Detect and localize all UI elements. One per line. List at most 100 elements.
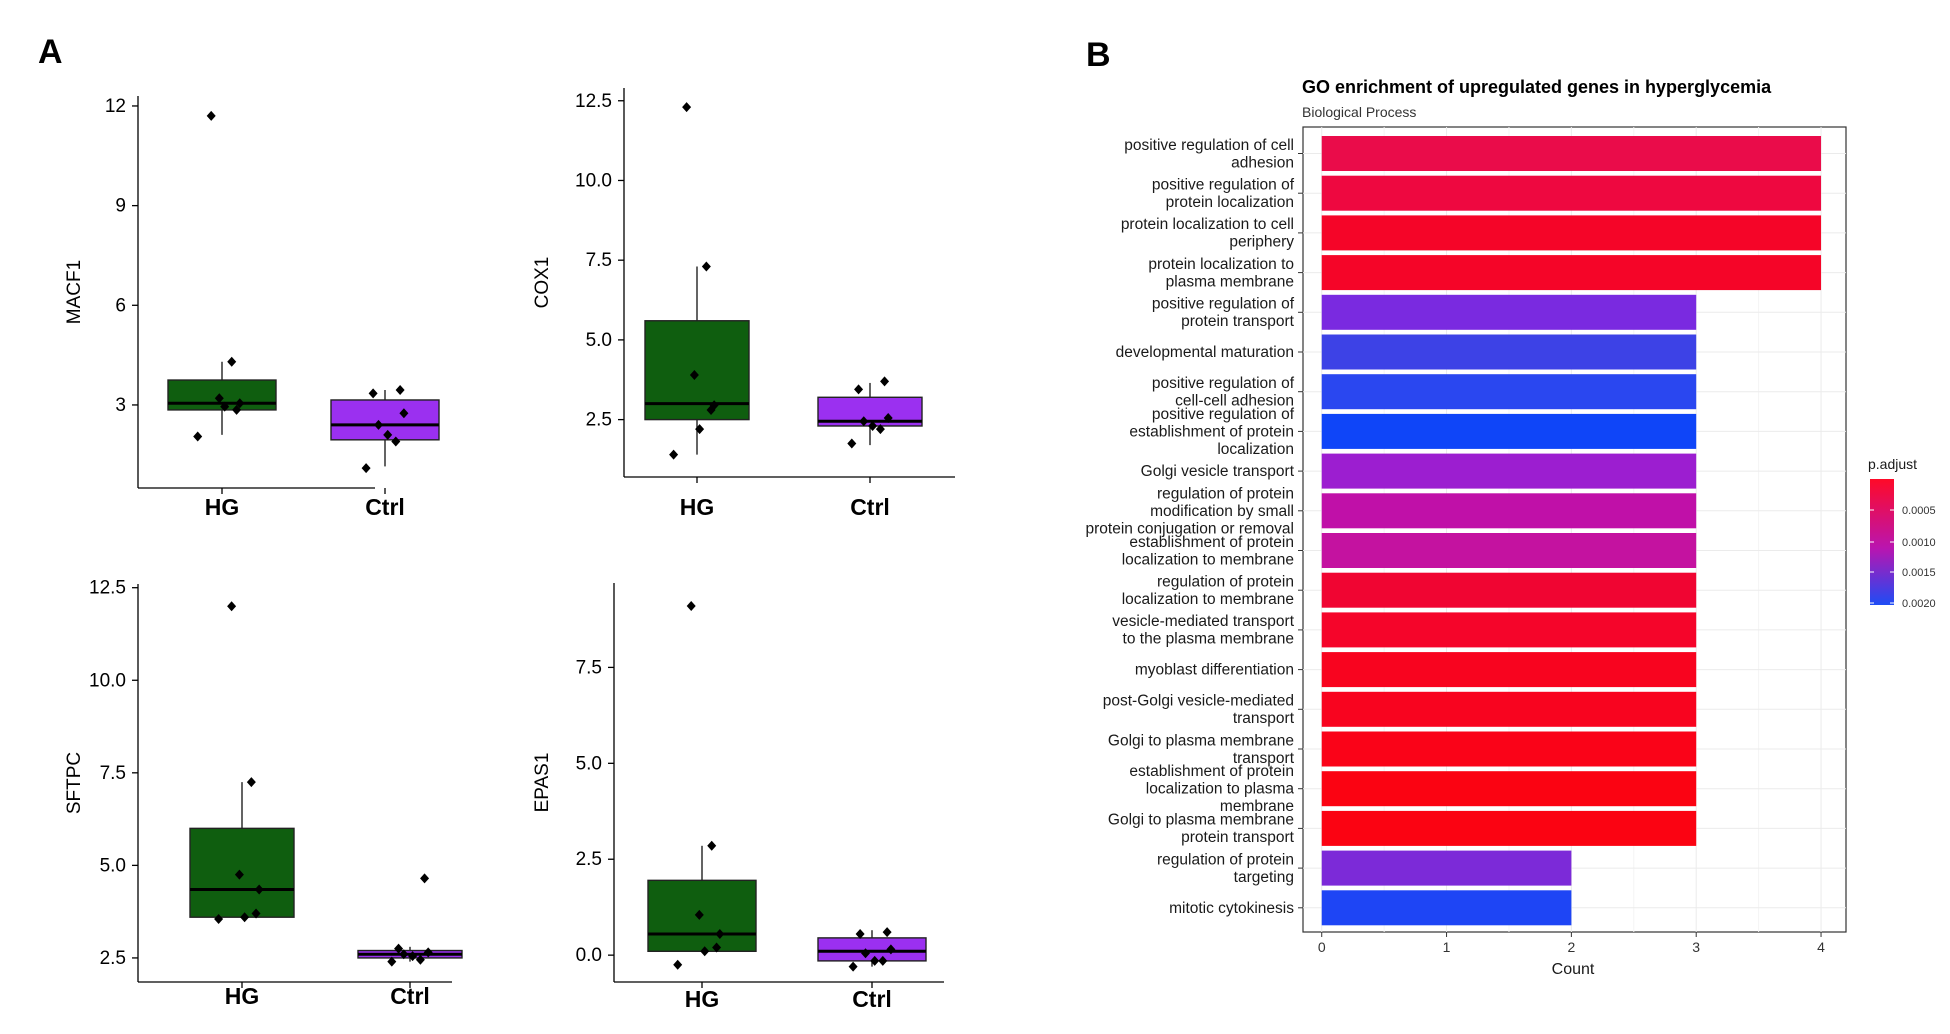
go-category-label: localization to plasma — [1146, 781, 1295, 798]
cox1-point-hg — [701, 261, 711, 272]
epas1-y-axis-title: EPAS1 — [532, 753, 553, 813]
cox1-y-tick-label: 12.5 — [575, 91, 612, 112]
macf1-y-tick-label: 3 — [115, 395, 126, 416]
go-bar — [1321, 850, 1572, 886]
go-x-tick-label: 1 — [1443, 939, 1451, 955]
go-category-label: positive regulation of — [1152, 406, 1295, 423]
go-category-label: localization to membrane — [1122, 551, 1294, 568]
go-category-label: protein transport — [1181, 829, 1295, 846]
go-category-label: modification by small — [1150, 503, 1294, 520]
cox1-y-tick-label: 10.0 — [575, 170, 612, 191]
go-bar — [1321, 175, 1822, 211]
go-bar — [1321, 374, 1697, 410]
go-category-label: protein localization — [1166, 194, 1294, 211]
sftpc-y-axis-title: SFTPC — [64, 752, 85, 814]
go-bar — [1321, 136, 1822, 171]
go-category-label: vesicle-mediated transport — [1112, 613, 1294, 630]
go-x-tick-label: 4 — [1817, 939, 1825, 955]
sftpc-y-tick-label: 12.5 — [89, 578, 126, 599]
go-bar — [1321, 731, 1697, 767]
sftpc-point-ctrl — [394, 943, 404, 954]
epas1-point-hg — [707, 840, 717, 851]
sftpc-point-hg — [234, 869, 244, 880]
macf1-category-hg: HG — [205, 494, 240, 520]
go-bar — [1321, 334, 1697, 370]
panel-label-a: A — [38, 33, 63, 71]
go-category-label: establishment of protein — [1129, 534, 1294, 551]
boxplot-epas1: 0.0 2.5 5.0 7.5 EPAS1 HG Ctrl — [532, 583, 944, 1012]
cox1-point-ctrl — [880, 376, 890, 387]
macf1-y-tick-label: 9 — [115, 196, 126, 217]
cox1-point-hg — [682, 102, 692, 113]
cox1-point-hg — [695, 424, 705, 435]
legend-tick-label: 0.0015 — [1902, 567, 1936, 579]
cox1-point-hg — [689, 369, 699, 380]
go-bar — [1321, 572, 1697, 608]
macf1-point-hg — [232, 404, 242, 415]
go-category-label: positive regulation of — [1152, 176, 1295, 193]
epas1-box-ctrl — [817, 937, 927, 962]
sftpc-y-tick-label: 7.5 — [100, 763, 126, 784]
epas1-point-hg — [712, 942, 722, 953]
go-bar — [1321, 890, 1572, 926]
macf1-point-ctrl — [361, 463, 371, 474]
macf1-point-hg — [214, 393, 224, 404]
go-category-label: positive regulation of cell — [1124, 137, 1294, 154]
go-category-label: transport — [1233, 710, 1295, 727]
go-category-label: to the plasma membrane — [1123, 631, 1294, 648]
go-x-tick-label: 0 — [1318, 939, 1326, 955]
boxplot-sftpc: 2.5 5.0 7.5 10.0 12.5 SFTPC HG Ctrl — [64, 578, 463, 1009]
sftpc-category-ctrl: Ctrl — [390, 983, 430, 1009]
go-category-label: membrane — [1220, 798, 1294, 815]
sftpc-y-tick-label: 5.0 — [100, 855, 126, 876]
go-category-label: establishment of protein — [1129, 423, 1294, 440]
epas1-category-hg: HG — [685, 986, 720, 1012]
legend-tick-label: 0.0010 — [1902, 537, 1936, 549]
epas1-y-tick-label: 0.0 — [576, 945, 602, 966]
cox1-point-ctrl — [883, 413, 893, 424]
cox1-point-ctrl — [875, 424, 885, 435]
epas1-point-hg — [715, 929, 725, 940]
sftpc-y-tick-label: 10.0 — [89, 670, 126, 691]
go-category-label: periphery — [1229, 234, 1294, 251]
macf1-point-ctrl — [374, 419, 384, 430]
go-category-label: localization to membrane — [1122, 591, 1294, 608]
sftpc-point-ctrl — [408, 951, 418, 962]
macf1-point-hg — [227, 356, 237, 367]
go-category-label: establishment of protein — [1129, 763, 1294, 780]
go-bar — [1321, 652, 1697, 688]
cox1-category-hg: HG — [680, 494, 715, 520]
go-category-label: localization — [1217, 441, 1294, 458]
epas1-point-ctrl — [855, 929, 865, 940]
epas1-point-ctrl — [882, 927, 892, 938]
sftpc-point-hg — [254, 884, 264, 895]
cox1-point-ctrl — [847, 438, 857, 449]
go-category-label: mitotic cytokinesis — [1169, 900, 1294, 917]
go-bar — [1321, 215, 1822, 251]
sftpc-point-hg — [214, 914, 224, 925]
epas1-point-ctrl — [848, 961, 858, 972]
go-category-label: regulation of protein — [1157, 573, 1294, 590]
go-category-label: Golgi vesicle transport — [1141, 463, 1295, 480]
go-bar — [1321, 533, 1697, 568]
sftpc-y-tick-label: 2.5 — [100, 948, 126, 969]
legend-tick-label: 0.0020 — [1902, 598, 1936, 610]
go-category-label: transport — [1233, 750, 1295, 767]
macf1-point-ctrl — [399, 408, 409, 419]
go-category-label: targeting — [1234, 869, 1294, 886]
go-category-label: cell-cell adhesion — [1175, 392, 1294, 409]
macf1-point-ctrl — [383, 429, 393, 440]
go-bar — [1321, 294, 1697, 330]
boxplot-macf1: 3 6 9 12 MACF1 HG Ctrl — [64, 96, 440, 520]
macf1-point-hg — [235, 398, 245, 409]
cox1-point-ctrl — [859, 416, 869, 427]
macf1-y-tick-label: 12 — [105, 96, 126, 117]
go-bar — [1321, 612, 1697, 648]
go-category-label: regulation of protein — [1157, 485, 1294, 502]
macf1-point-hg — [220, 401, 230, 412]
macf1-point-hg — [193, 431, 203, 442]
epas1-y-tick-label: 7.5 — [576, 657, 602, 678]
go-category-label: plasma membrane — [1166, 273, 1294, 290]
go-bar — [1321, 810, 1697, 846]
